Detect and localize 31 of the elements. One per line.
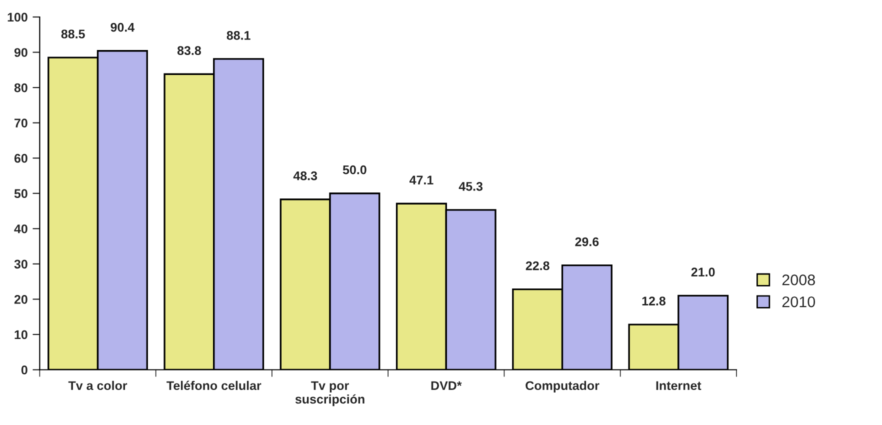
x-tick-label: Computador xyxy=(526,380,600,393)
data-label: 22.8 xyxy=(526,261,550,270)
data-label: 12.8 xyxy=(642,296,666,306)
data-label: 88.5 xyxy=(61,30,85,38)
x-tick-label: Teléfono celular xyxy=(166,380,262,390)
y-tick-label: 60 xyxy=(14,154,28,163)
y-tick-label: 90 xyxy=(14,48,28,57)
data-label: 50.0 xyxy=(342,165,366,174)
y-tick-label: 80 xyxy=(14,83,28,92)
data-label: 47.1 xyxy=(409,176,434,184)
y-tick-label: 50 xyxy=(14,189,28,198)
data-label: 29.6 xyxy=(575,237,599,246)
data-label: 21.0 xyxy=(691,268,715,277)
data-label: 88.1 xyxy=(226,30,250,40)
data-label: 83.8 xyxy=(177,46,201,56)
data-label: 48.3 xyxy=(293,171,318,180)
x-tick-label: Tv a color xyxy=(68,380,128,390)
y-tick-label: 70 xyxy=(14,118,28,128)
x-tick-label: Tv por suscripción xyxy=(295,381,364,406)
y-tick-label: 40 xyxy=(14,224,28,234)
y-tick-label: 100 xyxy=(8,12,28,22)
x-tick-label: DVD* xyxy=(431,381,462,390)
y-tick-label: 30 xyxy=(14,260,28,269)
y-tick-label: 10 xyxy=(14,330,28,340)
data-label: 45.3 xyxy=(458,182,483,191)
legend-label: 2008 xyxy=(782,274,815,286)
y-tick-label: 20 xyxy=(14,295,28,304)
data-label: 90.4 xyxy=(110,22,135,32)
legend-label: 2010 xyxy=(782,296,816,308)
y-tick-label: 0 xyxy=(21,366,28,374)
x-tick-label: Internet xyxy=(656,381,702,390)
